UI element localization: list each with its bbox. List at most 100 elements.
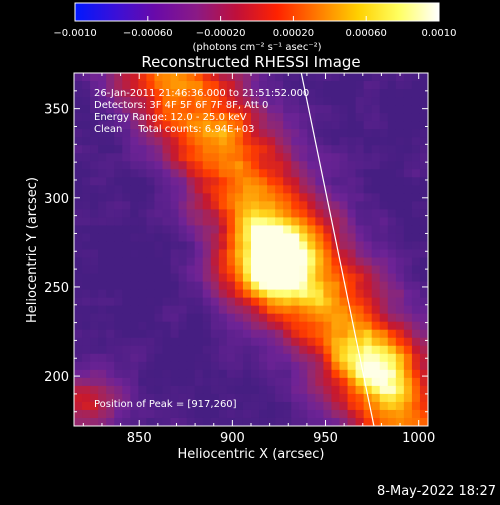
- heatmap-cell: [138, 345, 148, 355]
- heatmap-cell: [379, 305, 389, 315]
- heatmap-cell: [339, 153, 349, 162]
- heatmap-cell: [170, 129, 180, 138]
- heatmap-cell: [138, 297, 148, 307]
- heatmap-cell: [403, 345, 413, 355]
- heatmap-cell: [226, 361, 236, 371]
- heatmap-cell: [226, 385, 236, 395]
- heatmap-cell: [411, 153, 421, 162]
- heatmap-cell: [251, 401, 260, 411]
- heatmap-cell: [114, 361, 123, 371]
- heatmap-cell: [242, 329, 252, 339]
- heatmap-cell: [275, 81, 284, 90]
- heatmap-cell: [275, 409, 284, 419]
- heatmap-cell: [130, 129, 139, 138]
- heatmap-cell: [98, 353, 107, 363]
- heatmap-cell: [186, 249, 196, 259]
- heatmap-cell: [411, 129, 421, 138]
- heatmap-cell: [138, 337, 148, 347]
- heatmap-cell: [299, 361, 308, 371]
- heatmap-cell: [387, 385, 397, 395]
- heatmap-cell: [363, 313, 373, 323]
- heatmap-cell: [299, 89, 308, 98]
- heatmap-cell: [283, 241, 292, 251]
- heatmap-cell: [315, 273, 325, 283]
- heatmap-cell: [162, 337, 172, 347]
- heatmap-cell: [371, 305, 381, 315]
- heatmap-cell: [323, 89, 333, 98]
- y-tick-label: 350: [44, 103, 69, 118]
- heatmap-cell: [379, 89, 389, 98]
- heatmap-cell: [363, 233, 373, 243]
- heatmap-cell: [162, 393, 172, 403]
- heatmap-cell: [170, 313, 180, 323]
- heatmap-cell: [283, 249, 292, 259]
- heatmap-cell: [379, 169, 389, 178]
- heatmap-cell: [307, 265, 316, 275]
- heatmap-cell: [74, 281, 83, 291]
- heatmap-cell: [299, 305, 308, 315]
- heatmap-cell: [170, 105, 180, 114]
- heatmap-cell: [234, 185, 244, 194]
- heatmap-cell: [210, 329, 220, 339]
- heatmap-cell: [106, 305, 115, 315]
- heatmap-cell: [387, 105, 397, 114]
- heatmap-cell: [170, 161, 180, 170]
- heatmap-cell: [242, 345, 252, 355]
- heatmap-cell: [339, 89, 349, 98]
- heatmap-cell: [395, 185, 405, 194]
- heatmap-cell: [114, 177, 123, 186]
- heatmap-cell: [307, 89, 316, 98]
- heatmap-cell: [259, 369, 268, 379]
- heatmap-cell: [202, 417, 212, 426]
- heatmap-cell: [154, 409, 164, 419]
- heatmap-cell: [291, 81, 300, 90]
- heatmap-cell: [210, 241, 220, 251]
- heatmap-cell: [275, 217, 284, 227]
- heatmap-cell: [411, 73, 421, 82]
- heatmap-cell: [419, 401, 428, 411]
- heatmap-cell: [323, 417, 333, 426]
- heatmap-cell: [275, 73, 284, 82]
- heatmap-cell: [194, 201, 204, 210]
- heatmap-cell: [90, 249, 99, 259]
- heatmap-cell: [138, 321, 148, 331]
- heatmap-cell: [202, 201, 212, 210]
- heatmap-cell: [146, 97, 156, 106]
- heatmap-cell: [106, 369, 115, 379]
- heatmap-cell: [339, 257, 349, 267]
- heatmap-cell: [90, 393, 99, 403]
- heatmap-cell: [259, 137, 268, 146]
- y-axis-label: Heliocentric Y (arcsec): [25, 177, 40, 323]
- heatmap-cell: [275, 305, 284, 315]
- heatmap-cell: [170, 241, 180, 251]
- heatmap-cell: [259, 385, 268, 395]
- heatmap-cell: [82, 145, 91, 154]
- heatmap-cell: [130, 241, 139, 251]
- heatmap-cell: [210, 113, 220, 122]
- heatmap-cell: [315, 225, 325, 235]
- heatmap-cell: [98, 393, 107, 403]
- heatmap-cell: [275, 185, 284, 194]
- heatmap-cell: [130, 257, 139, 267]
- heatmap-cell: [210, 73, 220, 82]
- heatmap-cell: [226, 409, 236, 419]
- heatmap-cell: [283, 377, 292, 387]
- heatmap-cell: [331, 321, 341, 331]
- heatmap-cell: [210, 201, 220, 210]
- heatmap-cell: [331, 225, 341, 235]
- heatmap-cell: [323, 129, 333, 138]
- heatmap-cell: [146, 313, 156, 323]
- heatmap-cell: [170, 369, 180, 379]
- heatmap-cell: [98, 361, 107, 371]
- heatmap-cell: [323, 345, 333, 355]
- heatmap-cell: [307, 257, 316, 267]
- heatmap-cell: [178, 401, 188, 411]
- heatmap-cell: [291, 121, 300, 130]
- heatmap-cell: [299, 113, 308, 122]
- heatmap-cell: [82, 193, 91, 202]
- heatmap-cell: [98, 129, 107, 138]
- heatmap-cell: [154, 97, 164, 106]
- heatmap-cell: [283, 113, 292, 122]
- heatmap-cell: [146, 369, 156, 379]
